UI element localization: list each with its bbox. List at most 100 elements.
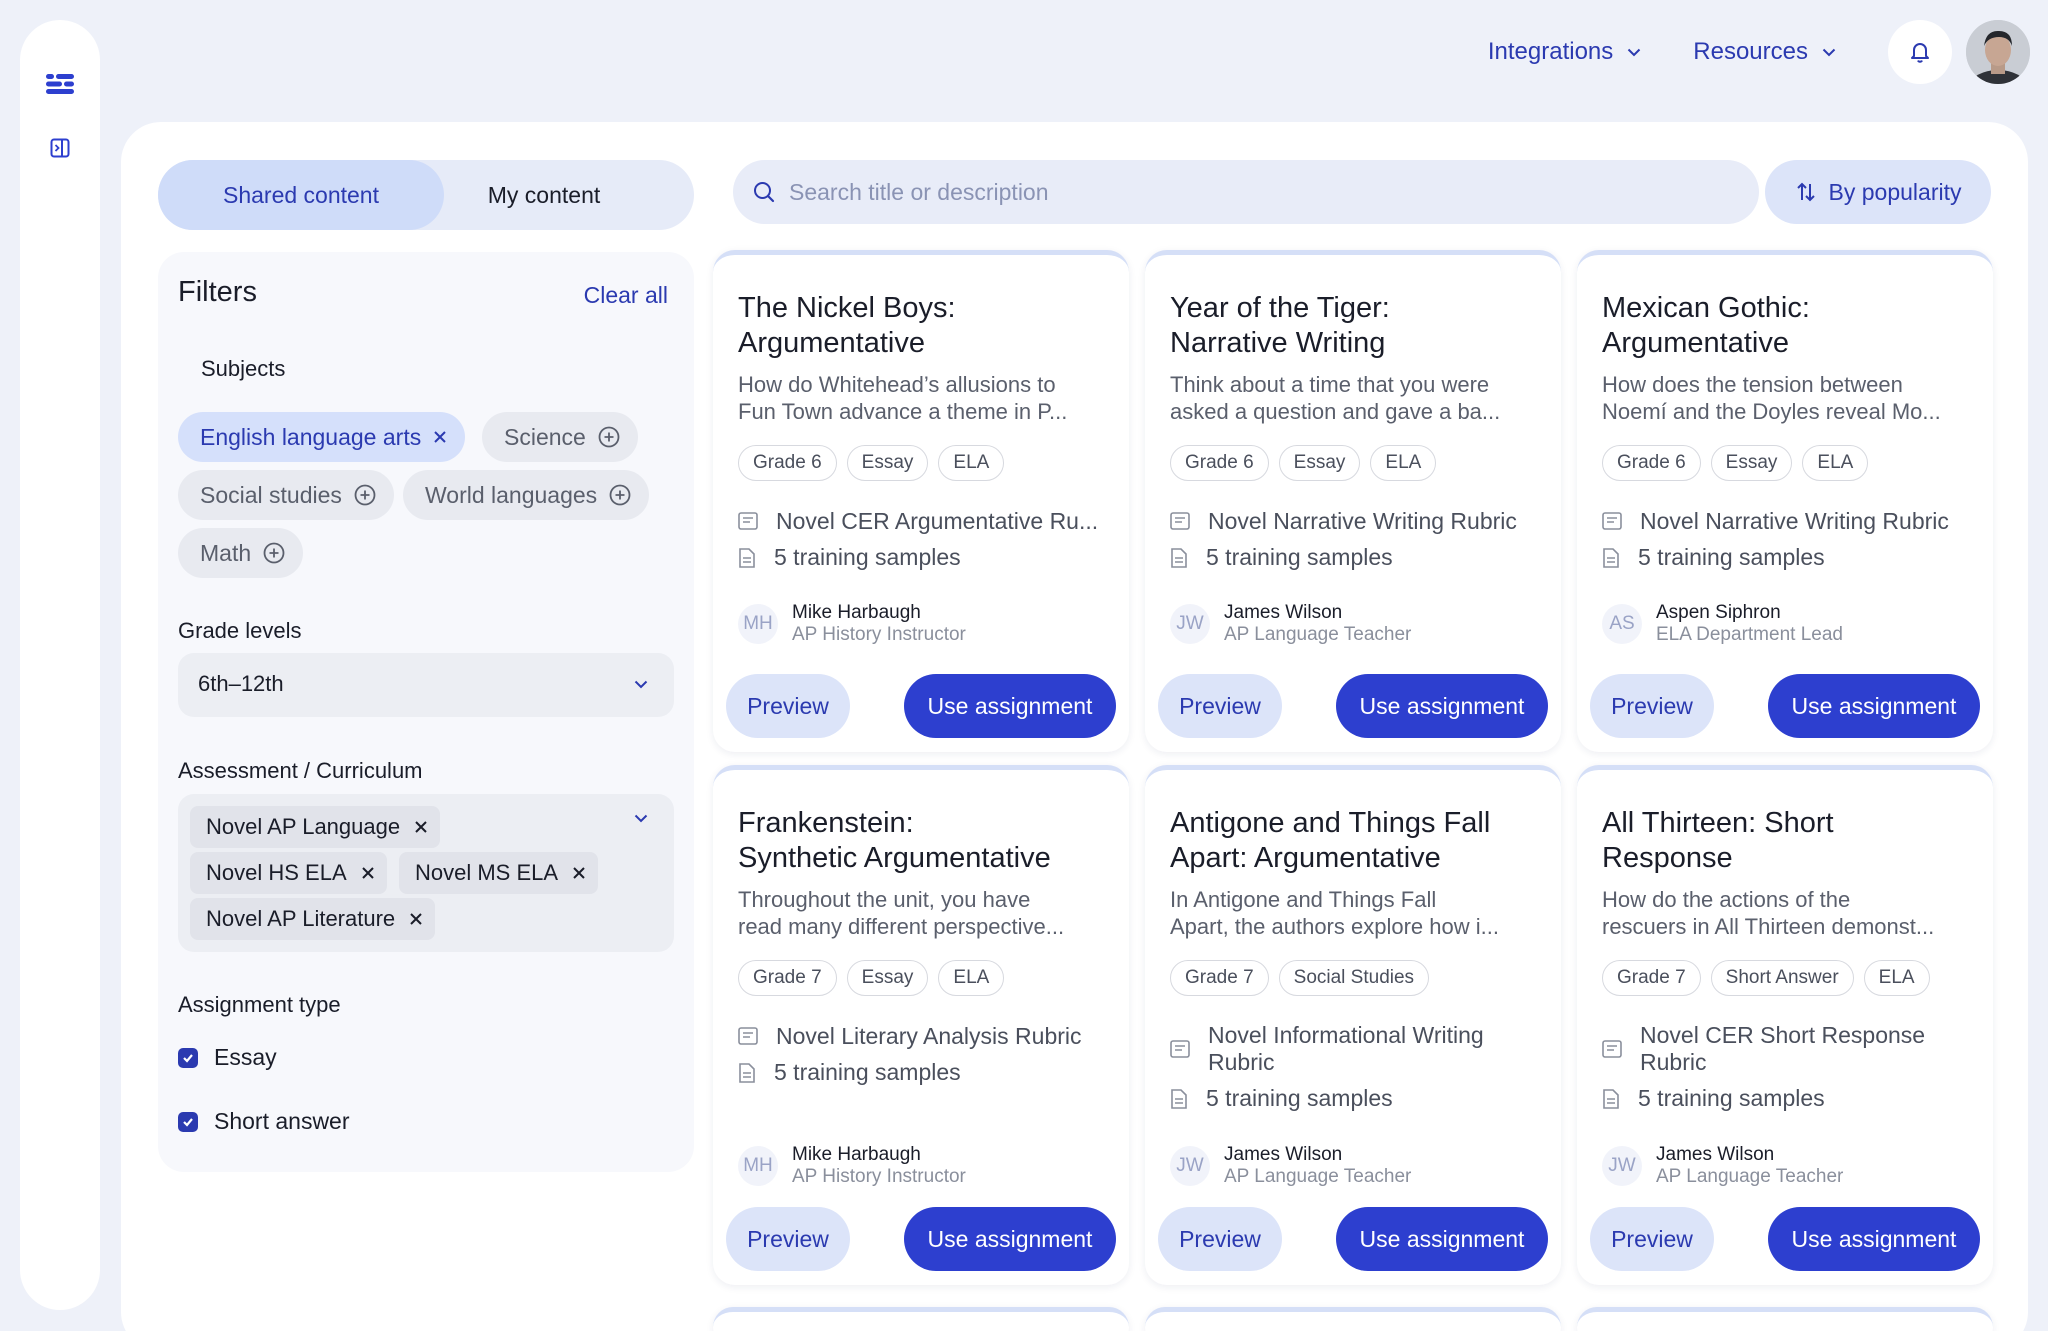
checkbox-essay[interactable]: Essay: [178, 1044, 277, 1071]
logo-icon[interactable]: [44, 68, 76, 100]
card-author: MH Mike Harbaugh AP History Instructor: [738, 602, 966, 646]
search-bar: [733, 160, 1759, 224]
tag: Grade 7: [738, 960, 837, 996]
curriculum-chip[interactable]: Novel HS ELA: [190, 852, 387, 894]
author-role: AP History Instructor: [792, 624, 966, 645]
resources-menu[interactable]: Resources: [1693, 38, 1836, 66]
card-title: Frankenstein: Synthetic Argumentative: [738, 807, 1051, 874]
assignment-card[interactable]: Mexican Gothic: Argumentative How does th…: [1577, 250, 1993, 752]
author-name: James Wilson: [1224, 602, 1343, 623]
author-name: Mike Harbaugh: [792, 1144, 921, 1165]
remove-icon[interactable]: [433, 430, 447, 444]
tag: Grade 7: [1170, 960, 1269, 996]
user-avatar[interactable]: [1966, 20, 2030, 84]
card-author: AS Aspen Siphron ELA Department Lead: [1602, 602, 1843, 646]
curriculum-chip[interactable]: Novel AP Literature: [190, 898, 436, 940]
chip-label: Novel MS ELA: [415, 860, 559, 885]
tag: Grade 6: [1170, 445, 1269, 481]
subject-chip-math[interactable]: Math: [178, 528, 304, 578]
tab-my-content[interactable]: My content: [487, 181, 601, 208]
notifications-button[interactable]: [1888, 20, 1952, 84]
chip-label: Novel AP Literature: [206, 906, 396, 931]
tag: Grade 6: [738, 445, 837, 481]
chip-label: Novel HS ELA: [206, 860, 347, 885]
card-samples: 5 training samples: [738, 1059, 1118, 1086]
card-tags: Grade 6 Essay ELA: [738, 445, 1005, 481]
subject-chip-science[interactable]: Science: [482, 412, 638, 462]
preview-button[interactable]: Preview: [726, 1207, 850, 1271]
subject-chip-social-studies[interactable]: Social studies: [178, 470, 394, 520]
tag: Essay: [846, 960, 929, 996]
use-assignment-button[interactable]: Use assignment: [904, 674, 1116, 738]
checkbox-checked-icon[interactable]: [178, 1111, 198, 1132]
use-assignment-button[interactable]: Use assignment: [1768, 1207, 1980, 1271]
author-name: Aspen Siphron: [1656, 602, 1781, 623]
use-assignment-button[interactable]: Use assignment: [904, 1207, 1116, 1271]
preview-button[interactable]: Preview: [1590, 1207, 1714, 1271]
preview-button[interactable]: Preview: [1590, 674, 1714, 738]
document-icon: [1603, 1089, 1619, 1109]
card-description: Think about a time that you were asked a …: [1170, 372, 1501, 424]
assignment-card[interactable]: Year of the Tiger: Narrative Writing Thin…: [1145, 250, 1561, 752]
rubric-icon: [1170, 1040, 1190, 1058]
subject-chip-ela[interactable]: English language arts: [178, 412, 466, 462]
assignment-card-partial[interactable]: [1577, 1307, 1993, 1331]
curriculum-chip[interactable]: Novel AP Language: [190, 806, 441, 848]
author-initials: JW: [1602, 1146, 1642, 1186]
author-initials: JW: [1170, 1146, 1210, 1186]
card-title: The Nickel Boys: Argumentative: [738, 292, 956, 359]
search-icon: [754, 182, 775, 203]
card-tags: Grade 7 Essay ELA: [738, 960, 1005, 996]
tag: ELA: [1370, 445, 1437, 481]
author-initials: MH: [738, 604, 778, 644]
card-author: MH Mike Harbaugh AP History Instructor: [738, 1144, 966, 1188]
preview-button[interactable]: Preview: [726, 674, 850, 738]
tag: Essay: [1710, 445, 1793, 481]
preview-button[interactable]: Preview: [1158, 1207, 1282, 1271]
remove-icon[interactable]: [414, 820, 428, 834]
assignment-card[interactable]: Antigone and Things Fall Apart: Argumenta…: [1145, 765, 1561, 1285]
assignment-card-partial[interactable]: [1145, 1307, 1561, 1331]
content-tabs: Shared content My content: [158, 160, 694, 230]
sort-button[interactable]: By popularity: [1765, 160, 1991, 224]
clear-all-button[interactable]: Clear all: [583, 282, 668, 308]
curriculum-chip[interactable]: Novel MS ELA: [399, 852, 599, 894]
card-title: Antigone and Things Fall Apart: Argumenta…: [1170, 807, 1491, 874]
grade-levels-heading: Grade levels: [178, 618, 302, 643]
remove-icon[interactable]: [361, 866, 375, 880]
remove-icon[interactable]: [572, 866, 586, 880]
document-icon: [739, 548, 755, 568]
document-icon: [1171, 548, 1187, 568]
assignment-card-partial[interactable]: [713, 1307, 1129, 1331]
search-input[interactable]: [789, 178, 1689, 206]
author-initials: JW: [1170, 604, 1210, 644]
card-description: Throughout the unit, you have read many d…: [738, 887, 1065, 939]
use-assignment-button[interactable]: Use assignment: [1336, 1207, 1548, 1271]
rubric-icon: [1170, 512, 1190, 530]
preview-button[interactable]: Preview: [1158, 674, 1282, 738]
tab-shared-content[interactable]: Shared content: [158, 160, 444, 230]
tag: Grade 7: [1602, 960, 1701, 996]
card-author: JW James Wilson AP Language Teacher: [1602, 1144, 1843, 1188]
remove-icon[interactable]: [409, 912, 423, 926]
card-author: JW James Wilson AP Language Teacher: [1170, 1144, 1411, 1188]
curriculum-select[interactable]: Novel AP Language Novel HS ELA Novel MS …: [178, 794, 674, 952]
subject-chip-world-languages[interactable]: World languages: [403, 470, 650, 520]
filters-title: Filters: [178, 276, 257, 308]
sidebar-toggle-icon[interactable]: [44, 132, 76, 164]
card-rubric: Novel Literary Analysis Rubric: [738, 1023, 1118, 1050]
rubric-icon: [1602, 1040, 1622, 1058]
use-assignment-button[interactable]: Use assignment: [1768, 674, 1980, 738]
assignment-card[interactable]: The Nickel Boys: Argumentative How do Whi…: [713, 250, 1129, 752]
assignment-card[interactable]: All Thirteen: Short Response How do the a…: [1577, 765, 1993, 1285]
checkbox-short-answer[interactable]: Short answer: [178, 1108, 350, 1135]
grade-levels-select[interactable]: 6th–12th: [178, 653, 674, 717]
curriculum-heading: Assessment / Curriculum: [178, 758, 423, 783]
assignment-card[interactable]: Frankenstein: Synthetic Argumentative Thr…: [713, 765, 1129, 1285]
checkbox-checked-icon[interactable]: [178, 1047, 198, 1068]
top-nav: Integrations Resources: [1488, 18, 2030, 86]
tag: Short Answer: [1710, 960, 1854, 996]
card-title: All Thirteen: Short Response: [1602, 807, 1834, 874]
integrations-menu[interactable]: Integrations: [1488, 38, 1641, 66]
use-assignment-button[interactable]: Use assignment: [1336, 674, 1548, 738]
